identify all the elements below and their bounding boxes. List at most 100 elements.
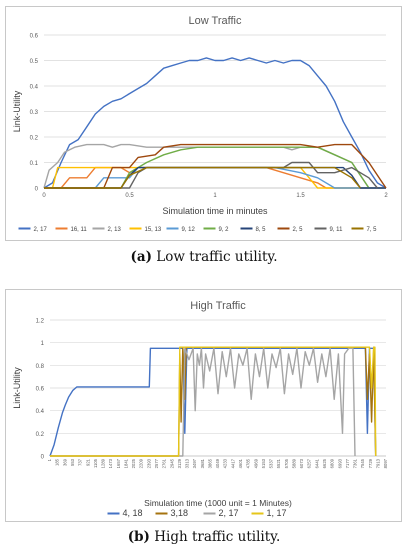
series-line-9-12 xyxy=(44,166,386,189)
series-line-3-18 xyxy=(50,346,377,457)
chart-title: Low Traffic xyxy=(189,15,242,27)
x-tick-label: 4233 xyxy=(223,458,228,468)
x-tick-label: 1289 xyxy=(101,458,106,468)
series-line-9-2 xyxy=(44,146,370,189)
x-tick-label: 2945 xyxy=(169,458,174,468)
legend-label: 3,18 xyxy=(171,508,189,518)
x-tick-label: 3681 xyxy=(200,458,205,468)
x-tick-label: 3497 xyxy=(192,458,197,468)
caption-a-text: Low traffic utility. xyxy=(156,249,278,265)
x-tick-label: 4049 xyxy=(215,458,220,468)
x-tick-label: 6441 xyxy=(314,458,319,468)
x-tick-label: 737 xyxy=(78,458,83,466)
y-tick-label: 0.1 xyxy=(30,161,39,167)
series-line-8-5 xyxy=(44,166,386,189)
x-tick-label: 2577 xyxy=(154,458,159,468)
series-line-2-17 xyxy=(43,57,387,189)
series-line-2-17 xyxy=(50,347,356,457)
series-line-15-13 xyxy=(44,166,386,189)
y-tick-label: 0.2 xyxy=(30,136,39,142)
x-tick-label: 5705 xyxy=(284,458,289,468)
x-tick-label: 8097 xyxy=(383,458,388,468)
x-tick-label: 5521 xyxy=(276,458,281,468)
y-axis-label: Link-Utility xyxy=(12,367,22,409)
x-tick-label: 5153 xyxy=(261,458,266,468)
x-tick-label: 2209 xyxy=(139,458,144,468)
legend-label: 2, 17 xyxy=(34,227,48,233)
x-tick-label: 6257 xyxy=(307,458,312,468)
legend-label: 15, 13 xyxy=(145,227,162,233)
caption-a: (a) Low traffic utility. xyxy=(0,249,408,265)
x-tick-label: 6073 xyxy=(299,458,304,468)
x-axis-label: Simulation time in minutes xyxy=(162,206,268,216)
y-tick-label: 0 xyxy=(41,455,45,461)
x-tick-label: 7177 xyxy=(345,458,350,468)
series-line-2-5 xyxy=(44,143,387,189)
x-tick-label: 7729 xyxy=(368,458,373,468)
x-tick-label: 2025 xyxy=(131,458,136,468)
caption-a-label: (a) xyxy=(130,249,152,265)
x-axis-label: Simulation time (1000 unit = 1 Minutes) xyxy=(144,498,292,508)
y-tick-label: 0.8 xyxy=(36,364,45,370)
legend-label: 9, 11 xyxy=(330,227,344,233)
y-tick-label: 0.6 xyxy=(36,387,45,393)
x-tick-label: 2761 xyxy=(162,458,167,468)
caption-b-text: High traffic utility. xyxy=(154,529,281,545)
series-line-4-18 xyxy=(49,347,377,457)
legend-label: 2, 13 xyxy=(108,227,122,233)
x-tick-label: 3313 xyxy=(185,458,190,468)
y-tick-label: 0 xyxy=(35,187,39,193)
x-tick-label: 6809 xyxy=(330,458,335,468)
x-tick-label: 1841 xyxy=(123,458,128,468)
y-tick-label: 0.4 xyxy=(36,409,45,415)
y-tick-label: 0.4 xyxy=(30,85,39,91)
x-tick-label: 3865 xyxy=(207,458,212,468)
y-tick-label: 0.3 xyxy=(30,110,39,116)
y-axis-label: Link-Utility xyxy=(12,90,22,132)
x-tick-label: 7545 xyxy=(360,458,365,468)
legend-label: 4, 18 xyxy=(123,508,143,518)
x-tick-label: 5337 xyxy=(269,458,274,468)
series-line-1-17 xyxy=(50,346,377,457)
x-tick-label: 3129 xyxy=(177,458,182,468)
x-tick-label: 6625 xyxy=(322,458,327,468)
legend-label: 9, 2 xyxy=(219,227,230,233)
legend-label: 7, 5 xyxy=(367,227,378,233)
y-tick-label: 1 xyxy=(41,341,45,347)
x-tick-label: 1105 xyxy=(93,458,98,468)
x-tick-label: 185 xyxy=(55,458,60,466)
x-tick-label: 5889 xyxy=(291,458,296,468)
caption-b-label: (b) xyxy=(127,529,150,545)
legend-label: 8, 5 xyxy=(256,227,267,233)
x-tick-label: 4969 xyxy=(253,458,258,468)
x-tick-label: 4417 xyxy=(230,458,235,468)
x-tick-label: 0.5 xyxy=(125,193,134,199)
x-tick-label: 1 xyxy=(47,458,52,461)
x-tick-label: 4785 xyxy=(246,458,251,468)
y-tick-label: 0.2 xyxy=(36,432,45,438)
series-line-9-11 xyxy=(44,161,378,189)
chart-title: High Traffic xyxy=(190,300,246,312)
x-tick-label: 0 xyxy=(42,193,46,199)
legend-label: 2, 17 xyxy=(219,508,239,518)
x-tick-label: 2393 xyxy=(146,458,151,468)
legend-label: 9, 12 xyxy=(182,227,196,233)
x-tick-label: 1657 xyxy=(116,458,121,468)
x-tick-label: 1 xyxy=(213,193,217,199)
series-line-7-5 xyxy=(44,166,361,189)
legend-label: 16, 11 xyxy=(71,227,88,233)
x-tick-label: 4601 xyxy=(238,458,243,468)
high-traffic-chart-frame: High Traffic 0 0.2 0.4 0.6 0.8 1 1.2 1 185 369 553 7… xyxy=(5,289,402,522)
x-tick-label: 7913 xyxy=(375,458,380,468)
y-tick-label: 0.5 xyxy=(30,59,39,65)
y-tick-label: 1.2 xyxy=(36,319,45,325)
series-line-2-13 xyxy=(43,143,370,189)
caption-b: (b) High traffic utility. xyxy=(0,529,408,545)
y-tick-label: 0.6 xyxy=(30,34,39,40)
x-tick-label: 6993 xyxy=(337,458,342,468)
x-tick-label: 7361 xyxy=(353,458,358,468)
x-tick-label: 1.5 xyxy=(296,193,305,199)
x-tick-label: 369 xyxy=(62,458,67,466)
legend-label: 1, 17 xyxy=(267,508,287,518)
